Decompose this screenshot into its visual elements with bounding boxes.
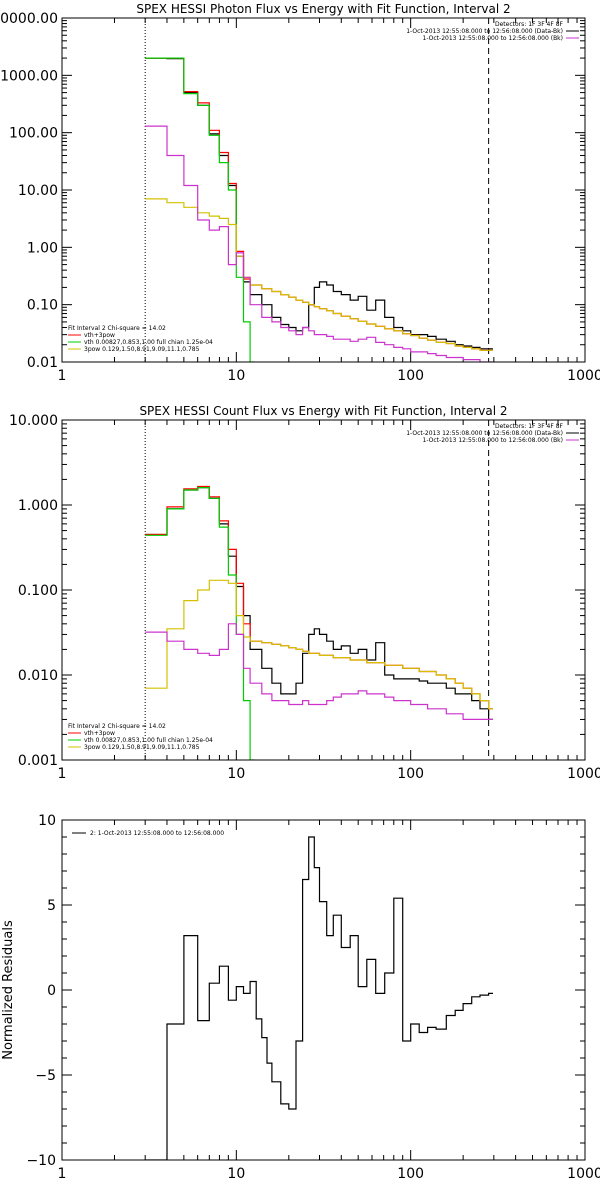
series-group <box>145 836 493 1160</box>
plot-frame <box>61 419 586 761</box>
x-tick-label: 10 <box>227 766 245 782</box>
legend-left-entry: Fit Interval 2 Chi-square = 14.02 <box>68 325 166 332</box>
x-minor-ticks <box>113 820 578 1160</box>
legend-left-entry: Fit Interval 2 Chi-square = 14.02 <box>68 723 166 730</box>
y-tick-label: 0.01 <box>27 355 58 371</box>
legend-left-entry: vth 0.00827,0.853,1.00 full chian 1.25e-… <box>84 339 213 346</box>
plot-frame <box>61 819 586 1161</box>
x-tick-label: 10 <box>227 368 245 384</box>
legend-left-entry: vth+3pow <box>84 332 115 339</box>
y-tick-label: 0.100 <box>18 583 58 599</box>
x-tick-label: 100 <box>397 368 424 384</box>
x-tick-label: 100 <box>397 1166 424 1182</box>
x-tick-label: 1000 <box>567 368 600 384</box>
series-3pow <box>145 579 493 710</box>
y-tick-label: 0.10 <box>27 298 58 314</box>
photon-flux-panel: SPEX HESSI Photon Flux vs Energy with Fi… <box>0 2 600 384</box>
series-group <box>145 57 493 362</box>
y-tick-label: 1000.00 <box>0 68 58 84</box>
series-vth <box>145 487 255 760</box>
y-tick-label: −10 <box>26 1153 56 1169</box>
legend-left-entry: vth 0.00827,0.853,1.00 full chian 1.25e-… <box>84 737 213 744</box>
y-tick-label: 1.00 <box>27 240 58 256</box>
series-bk <box>145 623 493 720</box>
legend-entry: 2: 1-Oct-2013 12:55:08.000 to 12:56:08.0… <box>90 830 224 837</box>
x-tick-label: 10 <box>227 1166 245 1182</box>
y-tick-label: 10.00 <box>18 183 58 199</box>
legend-right-entry: 1-Oct-2013 12:55:08.000 to 12:56:08.000 … <box>423 437 564 444</box>
series-data-bk <box>145 487 493 720</box>
y-tick-label: −5 <box>35 1068 56 1084</box>
legend-right-entry: Detectors: 1F 3F 4F 8F <box>495 21 564 28</box>
y-tick-label: 10.000 <box>9 413 58 429</box>
residuals-panel: Normalized Residuals 1 10 100 1000 10 5 0 −5 −10 2… <box>1 813 600 1182</box>
series-data-bk <box>145 57 493 350</box>
series-3pow <box>145 198 493 351</box>
series-2-1-oct-2013-12-55-08-000-to-12-56-08-000 <box>145 836 493 1160</box>
y-tick-label: 10 <box>38 813 56 829</box>
x-tick-label: 1000 <box>567 1166 600 1182</box>
y-tick-label: 0 <box>47 983 56 999</box>
legend-left-entry: 3pow 0.129,1.50,8.91,9.09,11.1,0.785 <box>84 346 200 353</box>
y-tick-label: 5 <box>47 898 56 914</box>
plot-frame <box>61 17 586 363</box>
y-tick-label: 0.010 <box>18 668 58 684</box>
legend-left-entry: vth+3pow <box>84 730 115 737</box>
y-axis-label: Normalized Residuals <box>1 920 16 1060</box>
y-tick-label: 100.00 <box>9 126 58 142</box>
legend-right-entry: 1-Oct-2013 12:55:08.000 to 12:56:08.000 … <box>406 430 563 437</box>
series-bk <box>145 125 493 362</box>
x-minor-ticks <box>113 420 578 760</box>
y-tick-label: 0.001 <box>18 753 58 769</box>
x-tick-label: 1 <box>58 766 67 782</box>
x-tick-label: 1 <box>58 1166 67 1182</box>
legend-right-entry: Detectors: 1F 3F 4F 8F <box>495 423 564 430</box>
count-flux-panel: SPEX HESSI Count Flux vs Energy with Fit… <box>9 404 600 782</box>
x-tick-label: 1 <box>58 368 67 384</box>
x-minor-ticks <box>113 18 578 362</box>
legend-right-entry: 1-Oct-2013 12:55:08.000 to 12:56:08.000 … <box>423 35 564 42</box>
y-tick-label: 1.000 <box>18 498 58 514</box>
series-group <box>145 485 493 760</box>
series-vth <box>145 57 255 362</box>
chart-title: SPEX HESSI Count Flux vs Energy with Fit… <box>139 404 507 418</box>
chart-title: SPEX HESSI Photon Flux vs Energy with Fi… <box>136 2 510 16</box>
x-tick-label: 100 <box>397 766 424 782</box>
legend-right-entry: 1-Oct-2013 12:55:08.000 to 12:56:08.000 … <box>406 28 563 35</box>
x-tick-label: 1000 <box>567 766 600 782</box>
legend-left-entry: 3pow 0.129,1.50,8.91,9.09,11.1,0.785 <box>84 744 200 751</box>
